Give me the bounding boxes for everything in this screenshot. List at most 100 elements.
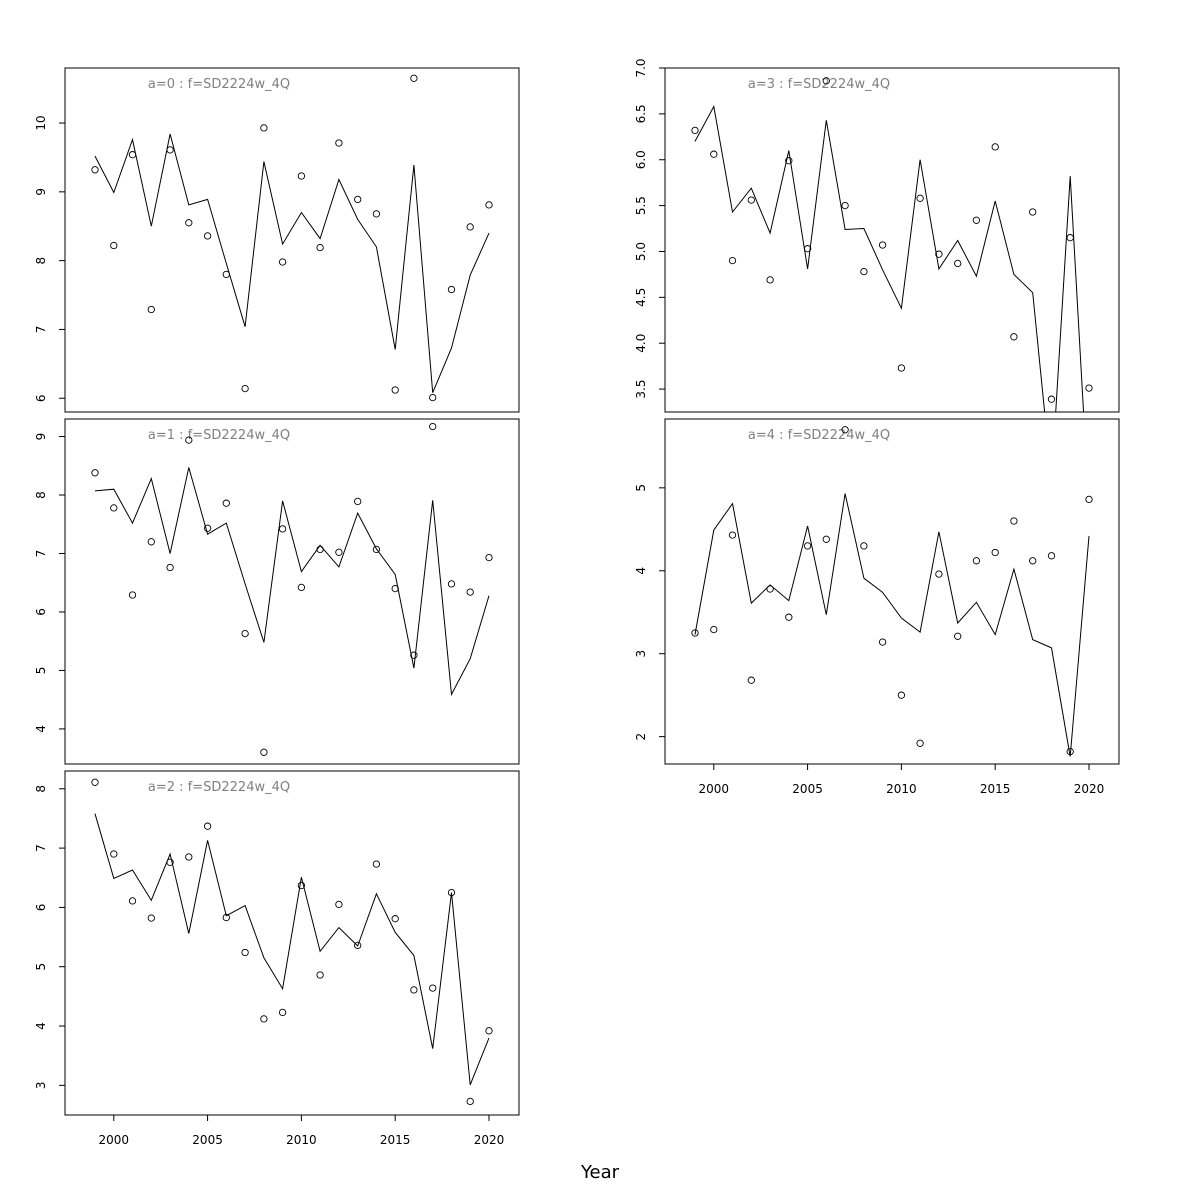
observed-point xyxy=(991,548,999,557)
observed-point xyxy=(485,1027,493,1035)
observed-point xyxy=(954,632,962,640)
observed-point xyxy=(391,915,399,923)
x-tick-label: 2010 xyxy=(286,1133,317,1147)
y-tick-label: 9 xyxy=(34,188,48,196)
y-tick-label: 5 xyxy=(34,963,48,971)
observed-point xyxy=(841,426,849,434)
observed-point xyxy=(485,201,493,209)
observed-point xyxy=(803,542,812,550)
observed-point xyxy=(691,629,699,637)
y-tick-label: 4 xyxy=(34,725,48,733)
y-tick-label: 6 xyxy=(34,608,48,616)
observed-point xyxy=(260,748,268,756)
x-tick-label: 2000 xyxy=(699,782,730,796)
observed-point xyxy=(335,548,343,556)
y-tick-label: 7 xyxy=(34,844,48,852)
observed-point xyxy=(935,570,943,578)
observed-point xyxy=(203,524,212,532)
observed-point xyxy=(728,531,737,539)
y-tick-label: 6.5 xyxy=(634,104,648,123)
observed-point xyxy=(354,941,362,950)
observed-point xyxy=(1029,208,1037,216)
observed-point xyxy=(728,256,737,265)
y-tick-label: 3.5 xyxy=(634,380,648,399)
y-tick-label: 7 xyxy=(34,550,48,558)
observed-point xyxy=(972,216,981,224)
observed-point xyxy=(110,241,118,250)
observed-point xyxy=(278,258,287,266)
observed-point xyxy=(147,538,155,546)
x-tick-label: 2010 xyxy=(886,782,917,796)
panel-title: a=4 : f=SD2224w_4Q xyxy=(748,428,890,443)
panel-title: a=2 : f=SD2224w_4Q xyxy=(148,780,290,795)
fitted-line xyxy=(94,813,490,1085)
panels: 6 7 8 9 10 a=0 : f=SD2224w_4Q 4 5 6 7 8 9 a=1 : f=SD… xyxy=(34,58,1120,1147)
fitted-line xyxy=(94,467,490,697)
y-tick-label: 5 xyxy=(634,484,648,492)
panel-title: a=0 : f=SD2224w_4Q xyxy=(148,77,290,92)
observed-point xyxy=(878,638,887,646)
x-tick-label: 2000 xyxy=(99,1133,130,1147)
observed-point xyxy=(766,585,774,593)
observed-point xyxy=(429,984,437,992)
observed-point xyxy=(860,542,868,550)
y-tick-label: 8 xyxy=(34,785,48,793)
observed-point xyxy=(166,858,174,866)
observed-point xyxy=(203,822,212,830)
panel-3: 3.5 4.0 4.5 5.0 5.5 6.0 6.5 7.0 a=3 : f=SD2224w_… xyxy=(634,58,1120,413)
y-tick-label: 7.0 xyxy=(634,58,648,77)
observed-point xyxy=(822,535,830,543)
panel-2: 3 4 5 6 7 8 2000 2005 2010 2015 2020 a=2 : f=SD2224… xyxy=(34,770,520,1147)
observed-point xyxy=(1010,517,1018,525)
panel-frame xyxy=(664,67,1120,413)
observed-point xyxy=(297,881,306,890)
observed-point xyxy=(166,146,174,154)
observed-point xyxy=(316,243,324,252)
y-tick-label: 9 xyxy=(34,433,48,441)
observed-point xyxy=(747,196,755,204)
observed-point xyxy=(1085,384,1093,392)
y-tick-label: 6.0 xyxy=(634,150,648,169)
observed-point xyxy=(354,195,362,204)
panel-frame xyxy=(64,770,520,1116)
observed-point xyxy=(954,259,962,268)
y-tick-label: 6 xyxy=(34,904,48,912)
observed-point xyxy=(241,384,249,393)
observed-point xyxy=(410,651,418,659)
panel-frame xyxy=(664,418,1120,765)
observed-point xyxy=(316,971,324,979)
observed-point xyxy=(241,629,249,638)
y-tick-label: 6 xyxy=(34,394,48,402)
observed-point xyxy=(410,986,418,994)
y-tick-label: 5 xyxy=(34,667,48,675)
observed-point xyxy=(429,393,437,402)
y-tick-label: 8 xyxy=(34,491,48,499)
observed-point xyxy=(822,77,830,85)
panel-0: 6 7 8 9 10 a=0 : f=SD2224w_4Q xyxy=(34,67,520,413)
observed-point xyxy=(185,436,193,444)
observed-point xyxy=(260,124,268,132)
observed-point xyxy=(278,1008,287,1017)
observed-point xyxy=(91,469,99,477)
y-tick-label: 7 xyxy=(34,326,48,334)
x-tick-label: 2005 xyxy=(792,782,823,796)
observed-point xyxy=(1010,333,1018,341)
observed-point xyxy=(372,860,381,868)
observed-point xyxy=(222,913,230,922)
y-tick-label: 4.5 xyxy=(634,288,648,307)
observed-point xyxy=(316,545,324,554)
observed-point xyxy=(710,150,718,158)
observed-point xyxy=(335,900,343,909)
observed-point xyxy=(747,676,755,684)
observed-point xyxy=(147,914,155,922)
observed-point xyxy=(147,305,155,314)
observed-point xyxy=(278,525,287,533)
fitted-line xyxy=(694,104,1085,412)
x-tick-label: 2015 xyxy=(980,782,1011,796)
observed-point xyxy=(785,613,793,621)
observed-point xyxy=(1047,395,1056,403)
observed-point xyxy=(466,588,474,596)
observed-point xyxy=(297,583,306,592)
observed-point xyxy=(297,172,306,180)
